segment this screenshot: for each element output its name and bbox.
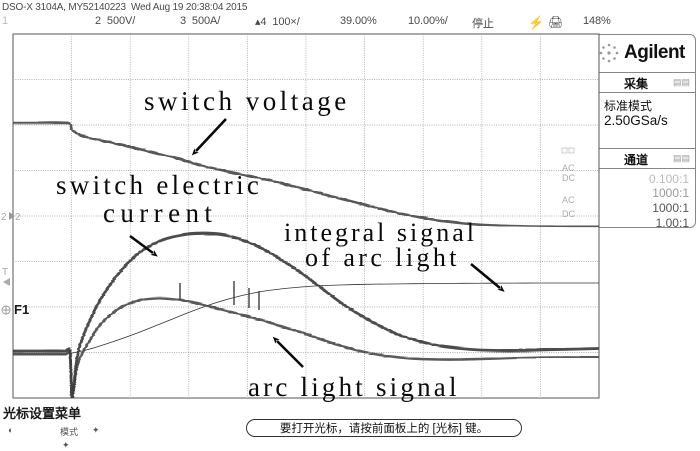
svg-text:DC: DC [562,209,575,219]
svg-text:AC: AC [562,163,575,173]
svg-text:T: T [2,267,8,278]
svg-text:AC: AC [562,195,575,205]
svg-text:DC: DC [562,173,575,183]
svg-text:2: 2 [1,212,7,223]
svg-text:2: 2 [15,212,21,223]
